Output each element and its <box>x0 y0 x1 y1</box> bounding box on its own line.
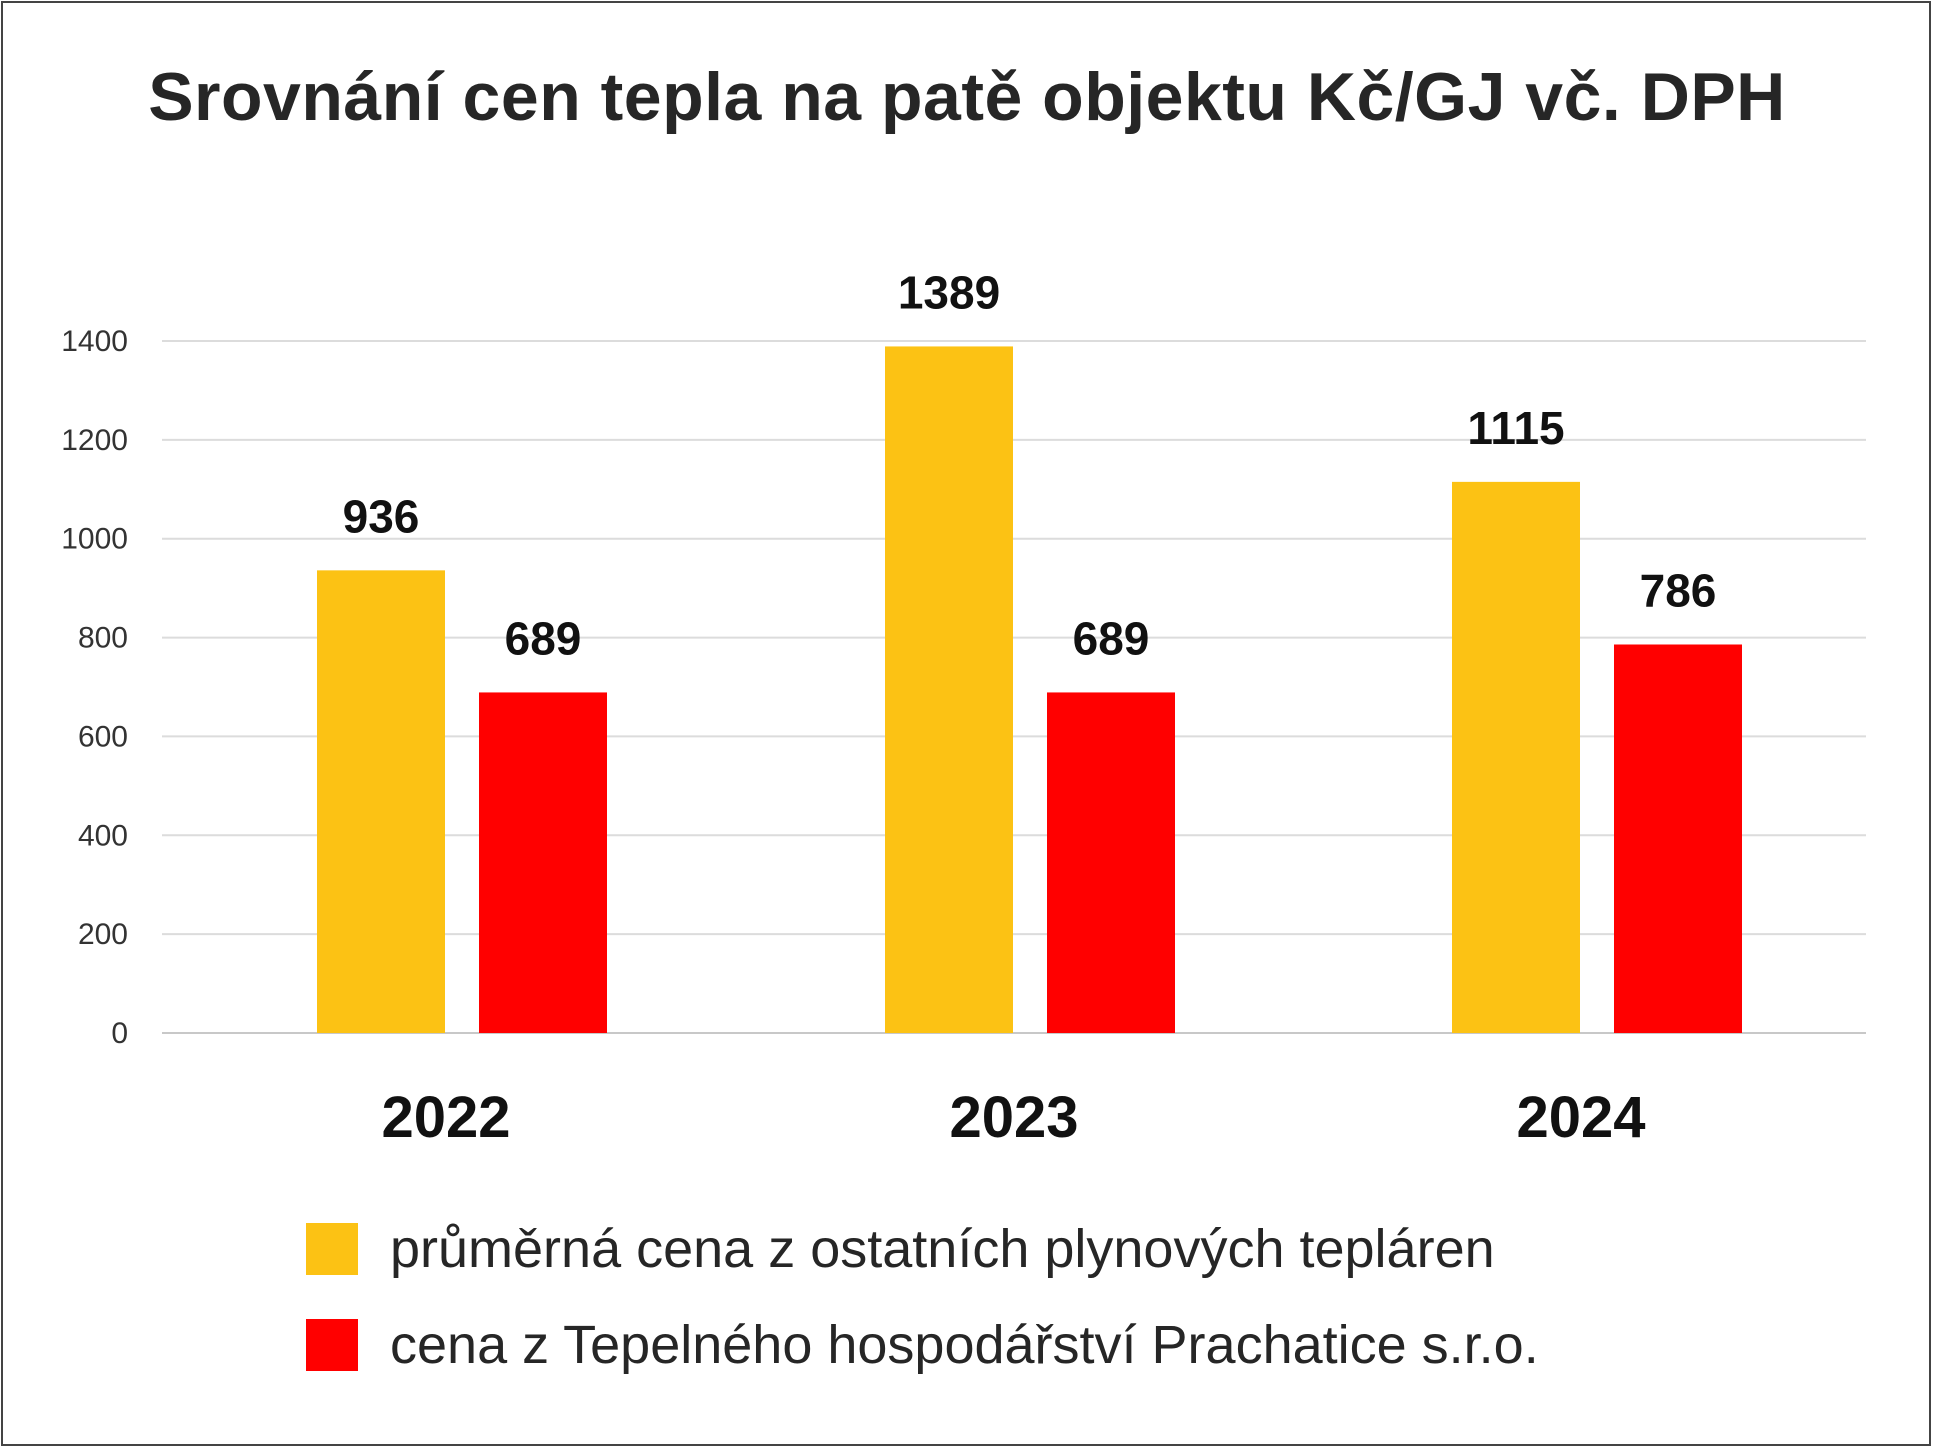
legend-swatch-series-1 <box>306 1223 358 1275</box>
data-label: 936 <box>343 490 420 542</box>
data-label: 689 <box>1073 612 1150 664</box>
legend-item-series-1: průměrná cena z ostatních plynových tepl… <box>306 1218 1495 1280</box>
bar-2024-series-2 <box>1614 644 1742 1033</box>
x-tick-label: 2022 <box>381 1085 510 1150</box>
y-tick-label: 200 <box>78 918 128 951</box>
legend-swatch-series-2 <box>306 1319 358 1371</box>
y-tick-label: 1400 <box>61 325 128 358</box>
y-tick-label: 400 <box>78 819 128 852</box>
bar-2022-series-2 <box>479 692 607 1033</box>
y-tick-label: 1000 <box>61 523 128 556</box>
data-label: 1389 <box>898 266 1000 318</box>
bar-2023-series-1 <box>885 346 1013 1033</box>
bar-2023-series-2 <box>1047 692 1175 1033</box>
x-tick-label: 2024 <box>1516 1085 1645 1150</box>
y-tick-label: 600 <box>78 720 128 753</box>
legend-label-series-2: cena z Tepelného hospodářství Prachatice… <box>390 1315 1539 1375</box>
chart-title: Srovnání cen tepla na patě objektu Kč/GJ… <box>148 59 1786 135</box>
x-tick-label: 2023 <box>949 1085 1078 1150</box>
bar-2024-series-1 <box>1452 481 1580 1033</box>
y-tick-label: 800 <box>78 622 128 655</box>
y-tick-label: 1200 <box>61 424 128 457</box>
legend-label-series-1: průměrná cena z ostatních plynových tepl… <box>390 1219 1495 1279</box>
legend-item-series-2: cena z Tepelného hospodářství Prachatice… <box>306 1314 1539 1376</box>
y-tick-label: 0 <box>111 1017 128 1050</box>
data-label: 1115 <box>1467 402 1564 454</box>
data-label: 786 <box>1640 564 1717 616</box>
data-label: 689 <box>505 612 582 664</box>
bar-2022-series-1 <box>317 570 445 1033</box>
